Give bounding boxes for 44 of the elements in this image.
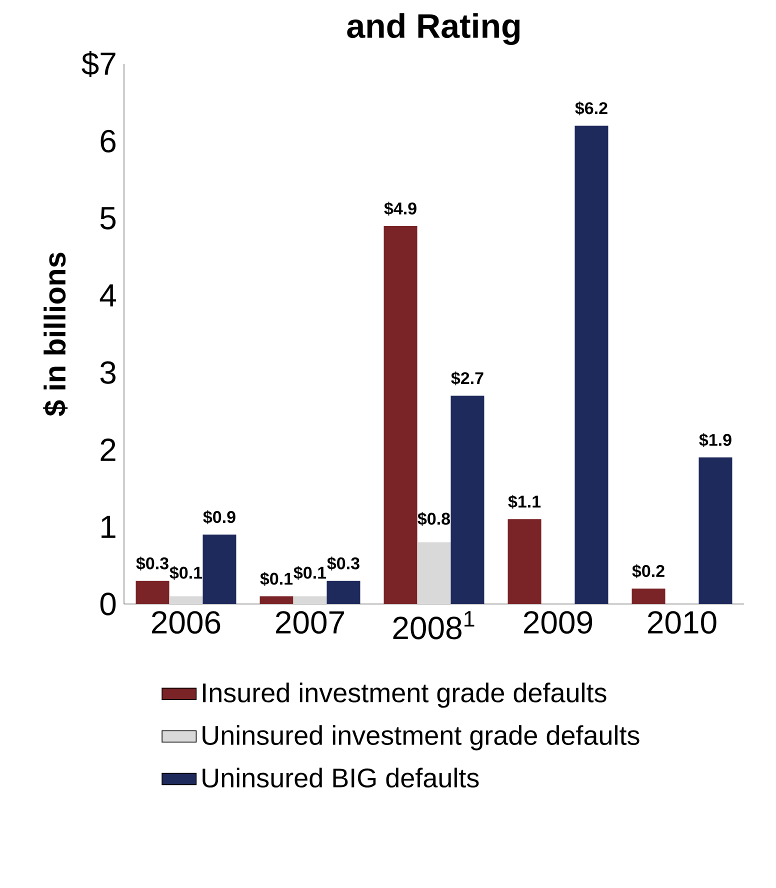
bar (384, 226, 418, 604)
bar (202, 534, 236, 604)
y-tick-label: 2 (100, 438, 116, 461)
data-label: $0.3 (327, 556, 360, 570)
data-label: $0.2 (632, 564, 664, 578)
y-tick-label: 6 (100, 130, 116, 152)
data-label: $4.9 (384, 202, 416, 216)
y-axis-title: $ in billions (43, 252, 68, 416)
bar (574, 126, 608, 604)
bar (417, 542, 451, 604)
bar (293, 596, 327, 604)
legend-label: Uninsured BIG defaults (202, 768, 479, 788)
y-tick-label: $7 (82, 51, 116, 77)
y-tick-label: 0 (100, 592, 116, 616)
x-tick-label: 2010 (648, 611, 716, 634)
data-label: $0.1 (294, 566, 326, 580)
bar (698, 457, 732, 604)
bar (508, 519, 542, 604)
data-label: $0.1 (260, 572, 293, 586)
data-label: $0.1 (170, 566, 202, 580)
x-tick-label: 2009 (524, 611, 592, 634)
x-tick-label: 2008$^{1}$ (393, 611, 474, 640)
bar (450, 396, 484, 604)
data-label: $0.3 (136, 556, 168, 570)
y-tick-label: 5 (100, 207, 116, 230)
bar (169, 596, 203, 604)
y-tick-label: 4 (100, 284, 116, 306)
bar (326, 580, 360, 604)
chart-title: and Rating (347, 13, 520, 45)
data-label: $1.1 (508, 494, 541, 509)
legend-label: Uninsured investment grade defaults (202, 725, 640, 750)
x-tick-label: 2007 (276, 611, 344, 634)
data-label: $0.9 (203, 510, 236, 524)
data-label: $1.9 (699, 433, 732, 448)
data-label: $2.7 (451, 371, 484, 386)
data-label: $6.2 (575, 101, 608, 116)
data-label: $0.8 (418, 512, 450, 526)
bar (632, 588, 666, 604)
x-tick-label: 2006 (152, 611, 220, 634)
bar (260, 596, 294, 604)
legend-label: Insured investment grade defaults (203, 682, 606, 708)
y-tick-label: 3 (100, 361, 116, 384)
bar (136, 580, 170, 604)
y-tick-label: 1 (102, 516, 116, 538)
